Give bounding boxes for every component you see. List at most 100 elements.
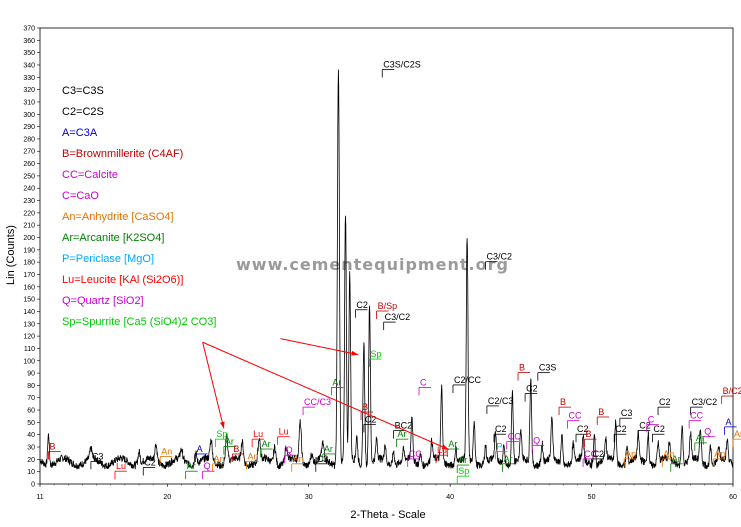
y-tick-label: 100 — [23, 358, 35, 365]
annotation-label: Ar — [458, 455, 467, 465]
y-tick-label: 50 — [27, 420, 35, 427]
annotation-label: C2 — [615, 424, 627, 434]
annotation-label: CC — [569, 411, 582, 421]
arrow-head — [441, 444, 449, 450]
annotation-label: CC — [690, 411, 703, 421]
y-tick-label: 330 — [23, 75, 35, 82]
legend-entry: CC=Calcite — [62, 169, 118, 181]
annotation-label: An — [161, 446, 172, 456]
y-tick-label: 310 — [23, 99, 35, 106]
annotation-label: C2 — [593, 449, 605, 459]
annotation-label: C3S — [539, 363, 557, 373]
annotation-label: Q — [204, 461, 211, 471]
annotation-label: Ar — [262, 439, 271, 449]
x-tick-label: 20 — [163, 494, 171, 501]
y-tick-label: 120 — [23, 334, 35, 341]
annotation-label: C2 — [365, 414, 377, 424]
annotation-label: B/C2 — [723, 386, 741, 396]
arrow-line — [280, 338, 359, 356]
annotation-label: C2 — [653, 424, 665, 434]
annotation-label: Lu — [437, 445, 447, 455]
annotation-label: An — [625, 449, 636, 459]
y-tick-label: 280 — [23, 136, 35, 143]
annotation-label: BC2 — [395, 421, 413, 431]
annotation-label: C2 — [639, 421, 651, 431]
annotation-label: B — [362, 402, 368, 412]
y-tick-label: 370 — [23, 26, 35, 33]
y-tick-label: 160 — [23, 284, 35, 291]
annotation-label: CC/C3 — [304, 397, 331, 407]
y-tick-label: 240 — [23, 186, 35, 193]
annotation-label: C2/C3 — [488, 396, 514, 406]
y-tick-label: 270 — [23, 149, 35, 156]
annotation-label: Ar — [503, 454, 512, 464]
annotation-label: Ar — [324, 444, 333, 454]
y-tick-label: 250 — [23, 173, 35, 180]
y-tick-label: 130 — [23, 321, 35, 328]
y-tick-label: 230 — [23, 198, 35, 205]
annotation-label: Ar — [225, 437, 234, 447]
y-tick-label: 210 — [23, 223, 35, 230]
y-tick-label: 170 — [23, 272, 35, 279]
annotation-label: An — [734, 429, 741, 439]
y-tick-label: 80 — [27, 383, 35, 390]
y-tick-label: 30 — [27, 445, 35, 452]
legend-entry: C2=C2S — [62, 106, 104, 118]
annotation-label: Sp — [371, 349, 382, 359]
y-tick-label: 140 — [23, 309, 35, 316]
annotation-label: An — [247, 451, 258, 461]
x-tick-label: 11 — [36, 494, 43, 501]
annotation-label: An — [663, 449, 674, 459]
callout-arrows — [202, 338, 449, 450]
y-tick-label: 260 — [23, 161, 35, 168]
y-tick-label: 360 — [23, 38, 35, 45]
annotation-label: C3S/C2S — [383, 59, 421, 69]
axes — [39, 27, 734, 485]
legend-entry: C=CaO — [62, 190, 99, 202]
y-tick-label: 350 — [23, 50, 35, 57]
legend-entry: Sp=Spurrite [Ca5 (SiO4)2 CO3] — [62, 316, 216, 328]
x-axis-title: 2-Theta - Scale — [350, 509, 425, 521]
legend-entry: Q=Quartz [SiO2] — [62, 295, 144, 307]
annotation-label: CC — [409, 449, 422, 459]
x-tick-labels: 11 20 30 40 50 60 — [36, 494, 737, 501]
annotation-label: Ar — [696, 433, 705, 443]
y-tick-label: 220 — [23, 210, 35, 217]
annotation-label: P — [496, 441, 502, 451]
annotation-label: C — [648, 414, 655, 424]
y-tick-label: 300 — [23, 112, 35, 119]
arrow-line — [202, 342, 225, 429]
y-tick-label: 320 — [23, 87, 35, 94]
annotation-label: C3 — [621, 408, 633, 418]
annotation-label: C2 — [526, 384, 538, 394]
annotation-label: Ar — [332, 377, 341, 387]
legend-entry: A=C3A — [62, 127, 98, 139]
y-tick-label: 200 — [23, 235, 35, 242]
peak-annotations: BC3LuC2AnArAQAnSpArBAnLuArLuQAnCC/C3C3Ar… — [48, 59, 741, 485]
legend-entry: Lu=Leucite [KAl (Si2O6)] — [62, 274, 183, 286]
legend-entry: An=Anhydrite [CaSO4] — [62, 211, 174, 223]
annotation-label: C3/C2 — [385, 312, 411, 322]
y-tick-label: 60 — [27, 408, 35, 415]
y-tick-label: 150 — [23, 297, 35, 304]
annotation-label: C3 — [92, 451, 104, 461]
annotation-label: Ar — [672, 454, 681, 464]
annotation-label: Lu — [116, 461, 126, 471]
y-tick-label: 290 — [23, 124, 35, 131]
annotation-label: B — [233, 444, 239, 454]
annotation-label: B — [586, 429, 592, 439]
y-tick-label: 20 — [27, 457, 35, 464]
x-tick-label: 30 — [305, 494, 313, 501]
annotation-label: B — [598, 407, 604, 417]
arrow-head — [351, 350, 359, 356]
annotation-label: C2 — [577, 424, 589, 434]
annotation-label: C — [420, 377, 427, 387]
arrow-line — [202, 341, 449, 450]
annotation-label: B — [49, 441, 55, 451]
annotation-label: Q — [533, 435, 540, 445]
arrow-head — [219, 421, 225, 429]
annotation-label: Ar — [397, 429, 406, 439]
y-tick-label: 70 — [27, 395, 35, 402]
legend-entry: Ar=Arcanite [K2SO4] — [62, 232, 164, 244]
x-tick-label: 50 — [588, 494, 596, 501]
